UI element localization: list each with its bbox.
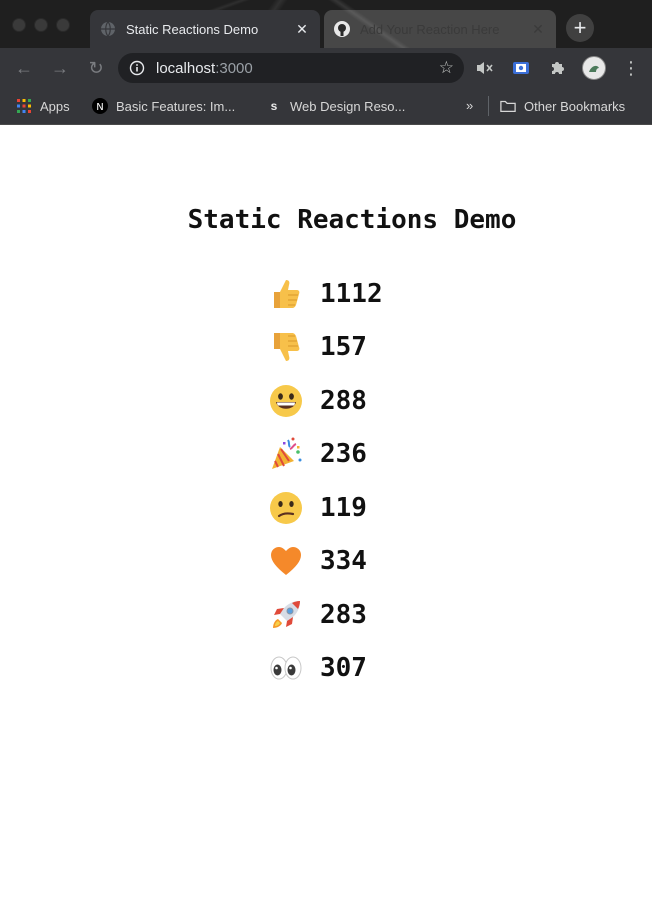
bookmarks-overflow-button[interactable]: » [466,98,473,113]
reaction-rocket[interactable]: 283 [0,588,652,642]
bookmark-star-icon[interactable]: ☆ [438,58,454,77]
reaction-count: 157 [320,332,367,363]
reaction-eyes[interactable]: 307 [0,642,652,696]
address-bar[interactable]: localhost:3000 ☆ [118,53,464,83]
github-icon [334,21,350,37]
reactions-list: 1112 157 [0,267,652,695]
bookmarks-bar: Apps N Basic Features: Im... s Web Desig… [0,88,652,125]
reaction-party-popper[interactable]: 236 [0,428,652,482]
tab-static-reactions-demo[interactable]: Static Reactions Demo ✕ [90,10,320,48]
bookmark-label: Other Bookmarks [524,98,626,114]
reaction-thumbs-up[interactable]: 1112 [0,267,652,321]
bookmark-other-bookmarks[interactable]: Other Bookmarks [500,98,625,114]
page-content: Static Reactions Demo 1112 [0,125,652,901]
profile-avatar[interactable] [582,56,606,80]
bookmarks-separator [488,96,489,116]
reaction-count: 236 [320,439,367,470]
close-window-button[interactable] [12,18,26,32]
toolbar-actions: ⋮ [474,56,642,80]
reaction-grinning-face[interactable]: 288 [0,374,652,428]
puzzle-extensions-icon[interactable] [546,57,568,79]
party-popper-icon [266,434,306,474]
minimize-window-button[interactable] [34,18,48,32]
globe-icon [100,21,116,37]
more-menu-icon[interactable]: ⋮ [622,57,640,78]
reaction-count: 288 [320,385,367,416]
svg-text:N: N [96,102,103,113]
reaction-count: 334 [320,546,367,577]
page-title: Static Reactions Demo [187,205,517,235]
close-tab-icon[interactable]: ✕ [532,20,544,37]
tab-add-your-reaction-here[interactable]: Add Your Reaction Here ✕ [324,10,556,48]
close-tab-icon[interactable]: ✕ [296,20,308,37]
apps-grid-icon [16,98,32,114]
tab-title: Static Reactions Demo [126,21,259,37]
overflow-label: » [466,98,474,113]
reaction-count: 307 [320,653,367,684]
reaction-count: 119 [320,492,367,523]
bookmark-web-design[interactable]: s Web Design Reso... [266,98,406,114]
info-icon[interactable] [128,59,146,77]
url-text: localhost:3000 [156,60,253,77]
tab-title: Add Your Reaction Here [360,21,500,37]
bookmark-basic-features[interactable]: N Basic Features: Im... [92,98,235,114]
reaction-confused-face[interactable]: 119 [0,481,652,535]
bookmark-label: Apps [40,98,70,114]
back-arrow-icon[interactable]: ← [15,57,33,78]
reload-icon[interactable]: ↻ [88,57,104,78]
reaction-count: 283 [320,599,367,630]
reaction-orange-heart[interactable]: 334 [0,535,652,589]
confused-face-icon [266,488,306,528]
thumbs-down-icon [266,327,306,367]
folder-icon [500,98,516,114]
thumbs-up-icon [266,274,306,314]
reaction-thumbs-down[interactable]: 157 [0,321,652,375]
bookmark-label: Basic Features: Im... [116,98,236,114]
url-port: :3000 [215,59,253,77]
eyes-icon [266,648,306,688]
reaction-count: 1112 [320,278,383,309]
mute-tab-icon[interactable] [474,57,496,79]
new-tab-button[interactable]: + [566,14,594,42]
tab-strip: Static Reactions Demo ✕ Add Your Reactio… [0,0,652,48]
rocket-icon [266,595,306,635]
bookmark-apps[interactable]: Apps [16,98,70,114]
browser-toolbar: ← → ↻ localhost:3000 ☆ ⋮ [0,48,652,88]
grinning-face-icon [266,381,306,421]
forward-arrow-icon[interactable]: → [51,57,69,78]
extension-screen-icon[interactable] [510,57,532,79]
window-controls [12,18,70,32]
maximize-window-button[interactable] [56,18,70,32]
s-icon: s [270,99,278,113]
bookmark-label: Web Design Reso... [290,98,406,114]
nextjs-icon: N [92,98,108,114]
url-host: localhost [156,59,216,77]
orange-heart-icon [266,541,306,581]
